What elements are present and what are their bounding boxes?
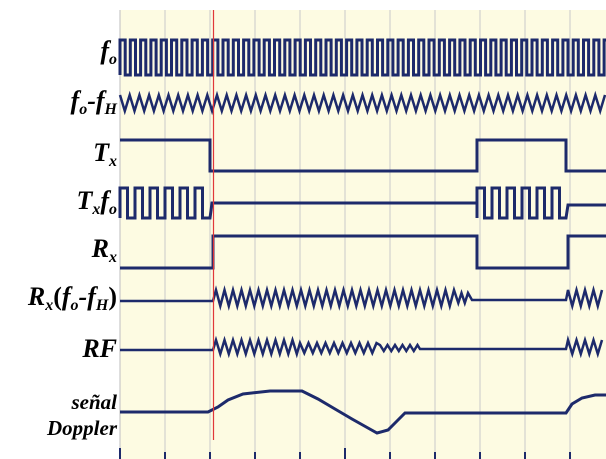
label-fo-minus-fh: fo-fH (70, 86, 117, 118)
trace-rf (120, 335, 604, 359)
label-doppler-signal: señal Doppler (47, 389, 117, 442)
trace-rx-mix (120, 285, 604, 311)
trace-fo (118, 38, 606, 77)
label-rf: RF (82, 334, 117, 363)
trace-doppler-signal (120, 389, 606, 435)
label-fo: fo (100, 36, 117, 68)
label-rx: Rx (91, 234, 117, 266)
trace-tx (120, 138, 606, 173)
label-rx-fo-minus-fh: Rx(fo-fH) (27, 282, 117, 314)
trace-fo-minus-fh (118, 90, 606, 116)
label-doppler-line1: señal (71, 390, 117, 414)
trace-tx-fo (118, 186, 606, 220)
label-doppler-line2: Doppler (47, 416, 117, 441)
label-tx: Tx (93, 138, 117, 170)
label-tx-fo: Txfo (76, 186, 117, 218)
